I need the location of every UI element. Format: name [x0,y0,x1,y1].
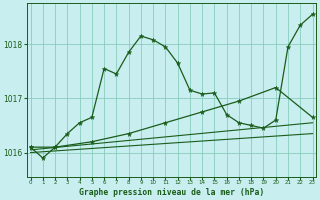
X-axis label: Graphe pression niveau de la mer (hPa): Graphe pression niveau de la mer (hPa) [79,188,264,197]
